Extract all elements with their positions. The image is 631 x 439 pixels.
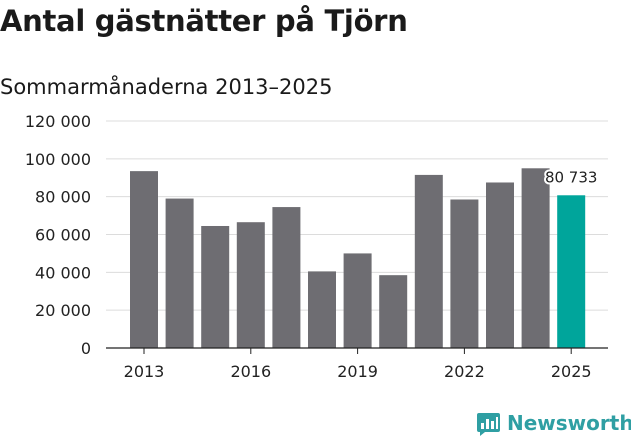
x-tick-label: 2013 xyxy=(124,362,165,381)
x-tick-label: 2016 xyxy=(230,362,271,381)
y-tick-label: 20 000 xyxy=(35,301,91,320)
y-tick-label: 60 000 xyxy=(35,226,91,245)
chart-subtitle: Sommarmånaderna 2013–2025 xyxy=(0,75,333,99)
bar xyxy=(165,198,194,348)
x-tick-label: 2022 xyxy=(444,362,485,381)
y-tick-label: 0 xyxy=(81,339,91,358)
bar xyxy=(343,253,372,348)
bar-chart: 0 20 000 40 000 60 000 80 000 100 000 120 000 2… xyxy=(25,112,608,381)
bar xyxy=(130,171,158,348)
bar xyxy=(414,174,443,348)
bar xyxy=(450,199,479,348)
bar xyxy=(308,271,336,348)
newsworthy-logo-icon xyxy=(477,412,500,436)
bar xyxy=(201,225,230,348)
x-tick-label: 2019 xyxy=(337,362,378,381)
bar xyxy=(557,195,586,348)
bar xyxy=(379,275,408,348)
chart-title: Antal gästnätter på Tjörn xyxy=(0,4,408,38)
data-label: 80 733 xyxy=(545,168,598,186)
x-tick-label: 2025 xyxy=(551,362,592,381)
y-tick-label: 40 000 xyxy=(35,263,91,282)
bar xyxy=(272,207,301,348)
bar xyxy=(521,168,550,348)
brand-name: Newsworthy xyxy=(507,411,631,435)
bar xyxy=(236,222,265,348)
y-tick-label: 80 000 xyxy=(35,188,91,207)
bar xyxy=(486,182,514,348)
y-tick-label: 120 000 xyxy=(25,112,91,131)
y-tick-label: 100 000 xyxy=(25,150,91,169)
newsworthy-brand: Newsworthy xyxy=(476,408,631,438)
